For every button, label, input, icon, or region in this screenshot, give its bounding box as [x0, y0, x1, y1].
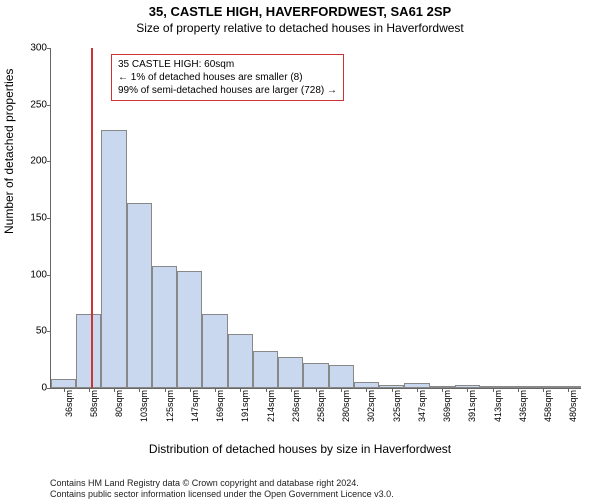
x-tick-label: 458sqm — [543, 390, 553, 422]
x-tick-mark — [316, 388, 317, 392]
x-tick-mark — [366, 388, 367, 392]
y-tick-mark — [47, 105, 51, 106]
x-tick-label: 103sqm — [139, 390, 149, 422]
x-tick-mark — [291, 388, 292, 392]
x-tick-mark — [114, 388, 115, 392]
histogram-bar — [253, 351, 278, 388]
footer-attribution: Contains HM Land Registry data © Crown c… — [50, 478, 394, 500]
histogram-bar — [202, 314, 227, 388]
x-tick-mark — [417, 388, 418, 392]
y-axis-label: Number of detached properties — [2, 69, 16, 234]
y-tick-label: 100 — [7, 269, 47, 280]
callout-box: 35 CASTLE HIGH: 60sqm← 1% of detached ho… — [111, 54, 344, 101]
x-tick-label: 80sqm — [114, 390, 124, 417]
callout-line: ← 1% of detached houses are smaller (8) — [118, 71, 337, 84]
y-tick-label: 250 — [7, 99, 47, 110]
x-tick-mark — [467, 388, 468, 392]
histogram-bar — [51, 379, 76, 388]
x-tick-label: 302sqm — [366, 390, 376, 422]
x-tick-mark — [266, 388, 267, 392]
x-tick-mark — [215, 388, 216, 392]
x-tick-label: 58sqm — [89, 390, 99, 417]
y-tick-label: 0 — [7, 383, 47, 394]
x-tick-mark — [165, 388, 166, 392]
histogram-bar — [76, 314, 101, 388]
histogram-bar — [228, 334, 253, 388]
y-tick-mark — [47, 275, 51, 276]
x-axis-label: Distribution of detached houses by size … — [0, 442, 600, 456]
x-tick-label: 391sqm — [467, 390, 477, 422]
x-tick-mark — [392, 388, 393, 392]
x-tick-label: 236sqm — [291, 390, 301, 422]
x-tick-label: 191sqm — [240, 390, 250, 422]
page-subtitle: Size of property relative to detached ho… — [0, 21, 600, 35]
y-tick-mark — [47, 161, 51, 162]
x-tick-mark — [89, 388, 90, 392]
x-tick-label: 436sqm — [518, 390, 528, 422]
plot-area: 05010015020025030036sqm58sqm80sqm103sqm1… — [50, 48, 581, 389]
callout-line: 99% of semi-detached houses are larger (… — [118, 84, 337, 97]
x-tick-label: 125sqm — [165, 390, 175, 422]
x-tick-mark — [240, 388, 241, 392]
histogram-bar — [329, 365, 354, 388]
x-tick-label: 325sqm — [392, 390, 402, 422]
x-tick-label: 280sqm — [341, 390, 351, 422]
y-tick-label: 300 — [7, 43, 47, 54]
y-tick-mark — [47, 331, 51, 332]
x-tick-label: 36sqm — [64, 390, 74, 417]
page-title: 35, CASTLE HIGH, HAVERFORDWEST, SA61 2SP — [0, 4, 600, 19]
y-tick-mark — [47, 388, 51, 389]
y-tick-mark — [47, 218, 51, 219]
x-tick-mark — [442, 388, 443, 392]
histogram-bar — [303, 363, 328, 388]
histogram-bar — [101, 130, 126, 388]
x-tick-label: 258sqm — [316, 390, 326, 422]
x-tick-label: 169sqm — [215, 390, 225, 422]
y-tick-label: 150 — [7, 213, 47, 224]
x-tick-label: 413sqm — [493, 390, 503, 422]
x-tick-label: 347sqm — [417, 390, 427, 422]
x-tick-mark — [568, 388, 569, 392]
x-tick-label: 369sqm — [442, 390, 452, 422]
x-tick-label: 214sqm — [266, 390, 276, 422]
footer-line-1: Contains HM Land Registry data © Crown c… — [50, 478, 394, 489]
property-marker-line — [91, 48, 93, 388]
x-tick-mark — [190, 388, 191, 392]
x-tick-mark — [139, 388, 140, 392]
chart-container: 05010015020025030036sqm58sqm80sqm103sqm1… — [50, 48, 580, 428]
x-tick-mark — [341, 388, 342, 392]
y-tick-mark — [47, 48, 51, 49]
footer-line-2: Contains public sector information licen… — [50, 489, 394, 500]
x-tick-mark — [518, 388, 519, 392]
x-tick-mark — [64, 388, 65, 392]
x-tick-mark — [493, 388, 494, 392]
y-tick-label: 200 — [7, 156, 47, 167]
histogram-bar — [177, 271, 202, 388]
histogram-bar — [152, 266, 177, 388]
histogram-bar — [127, 203, 152, 388]
x-tick-label: 147sqm — [190, 390, 200, 422]
callout-line: 35 CASTLE HIGH: 60sqm — [118, 58, 337, 71]
x-tick-label: 480sqm — [568, 390, 578, 422]
y-tick-label: 50 — [7, 326, 47, 337]
histogram-bar — [278, 357, 303, 388]
x-tick-mark — [543, 388, 544, 392]
